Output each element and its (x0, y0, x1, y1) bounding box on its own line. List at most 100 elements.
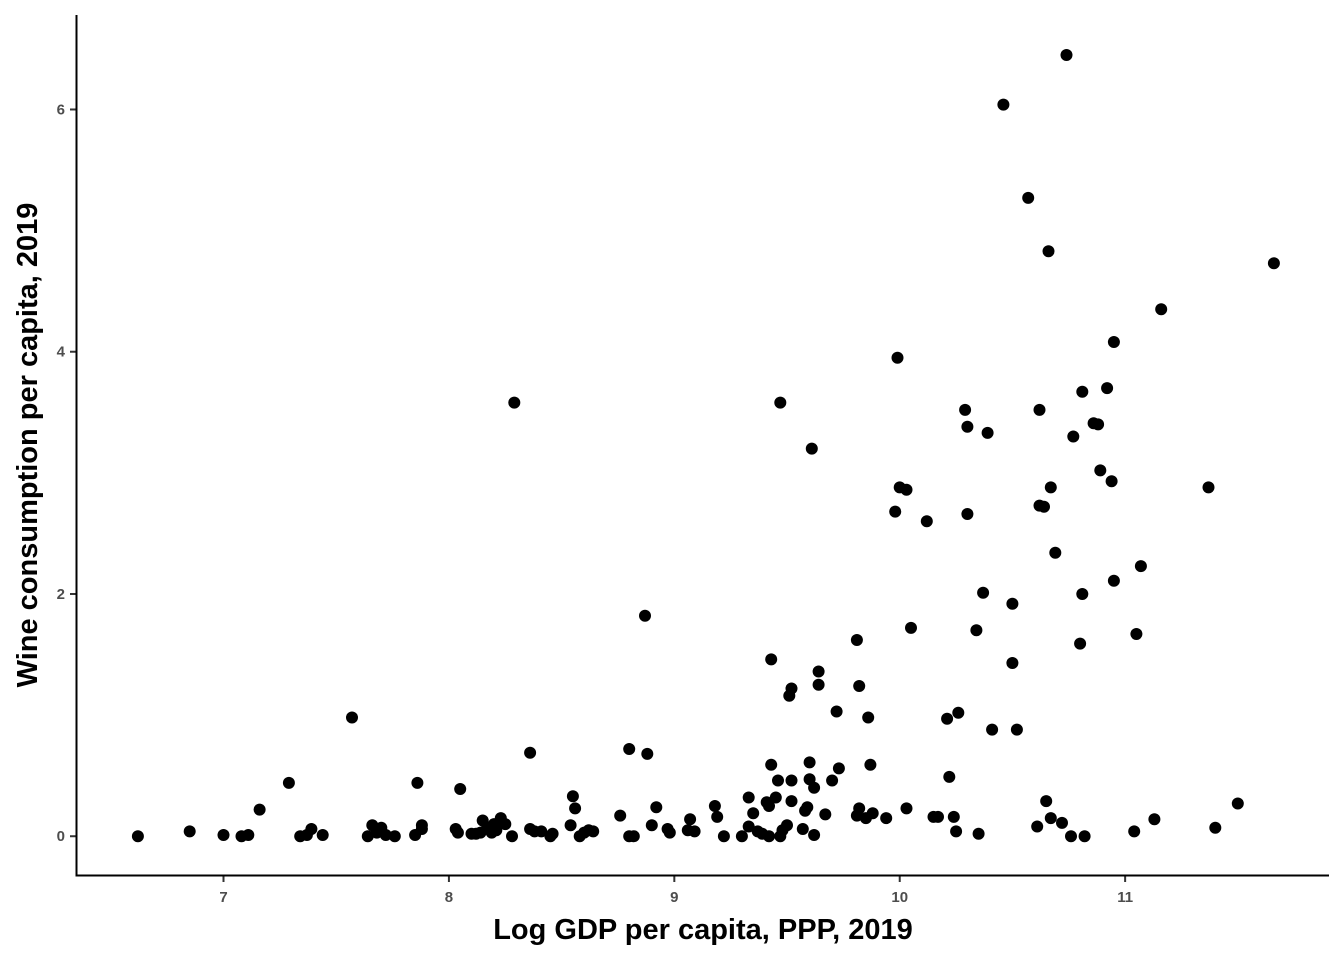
data-point (774, 396, 787, 409)
data-point (808, 781, 821, 794)
data-point (253, 803, 266, 816)
data-point (1065, 830, 1077, 843)
data-point (524, 746, 537, 759)
x-tick-label: 10 (891, 889, 908, 906)
data-point (941, 712, 954, 725)
data-point (1101, 382, 1114, 395)
data-point (639, 609, 651, 622)
data-point (866, 807, 879, 820)
data-point (947, 810, 960, 823)
data-point (819, 808, 832, 821)
data-point (1031, 820, 1044, 833)
data-point (1202, 481, 1215, 494)
data-point (451, 826, 464, 839)
data-point (361, 830, 374, 843)
data-point (943, 770, 956, 783)
data-point (379, 829, 392, 841)
data-point (1076, 385, 1089, 398)
y-axis-title: Wine consumption per capita, 2019 (12, 203, 44, 688)
data-point (1267, 257, 1280, 270)
data-point (812, 665, 825, 678)
data-point (961, 508, 974, 520)
data-point (1078, 830, 1091, 843)
data-point (1038, 500, 1050, 513)
y-tick-label: 0 (57, 828, 65, 845)
data-point (742, 820, 755, 833)
y-tick-label: 2 (57, 586, 65, 603)
data-point (997, 98, 1010, 111)
data-point (972, 827, 985, 840)
data-point (783, 689, 796, 702)
x-tick-label: 7 (219, 889, 227, 906)
data-point (650, 801, 663, 814)
x-axis-title: Log GDP per capita, PPP, 2019 (493, 914, 913, 946)
x-axis-ticks: 7 8 9 10 11 (219, 875, 1133, 906)
points-layer (131, 49, 1280, 843)
data-point (900, 802, 913, 815)
data-point (977, 586, 990, 599)
data-point (889, 505, 902, 518)
data-point (490, 824, 503, 837)
data-point (735, 830, 748, 843)
data-point (785, 795, 798, 808)
data-point (1040, 795, 1053, 808)
data-point (1231, 797, 1244, 810)
data-point (684, 813, 697, 826)
data-point (282, 776, 295, 789)
data-point (1074, 637, 1087, 650)
data-point (645, 819, 658, 832)
data-point (808, 829, 821, 841)
data-point (769, 791, 782, 804)
data-point (803, 756, 816, 769)
data-point (801, 801, 814, 814)
data-point (830, 705, 843, 718)
data-point (499, 818, 512, 831)
data-point (535, 825, 548, 838)
data-point (900, 483, 913, 496)
data-point (1056, 816, 1068, 829)
data-point (1148, 813, 1161, 826)
data-point (826, 774, 839, 787)
data-point (765, 758, 778, 771)
y-tick-label: 6 (57, 101, 65, 118)
data-point (1107, 336, 1120, 348)
data-point (183, 825, 196, 838)
data-point (1042, 245, 1055, 258)
data-point (952, 706, 965, 719)
data-point (1006, 597, 1019, 610)
data-point (781, 819, 793, 832)
data-point (217, 829, 230, 841)
data-point (850, 809, 863, 822)
data-point (747, 807, 760, 820)
data-point (986, 723, 999, 736)
data-point (346, 711, 358, 724)
x-tick-label: 9 (670, 889, 678, 906)
data-point (959, 403, 972, 416)
data-point (411, 776, 424, 789)
data-point (415, 819, 428, 832)
data-point (708, 800, 721, 812)
y-axis-ticks: 0 2 4 6 (57, 101, 77, 845)
data-point (1209, 821, 1222, 834)
data-point (627, 830, 640, 843)
data-point (932, 810, 944, 823)
data-point (1130, 628, 1143, 640)
data-point (864, 758, 877, 771)
data-point (508, 396, 521, 409)
data-point (742, 791, 755, 804)
data-point (587, 825, 600, 838)
x-tick-label: 11 (1117, 889, 1133, 906)
data-point (1134, 560, 1147, 573)
data-point (1010, 723, 1023, 736)
data-point (880, 812, 893, 825)
y-tick-label: 4 (57, 344, 66, 361)
data-point (853, 680, 866, 692)
data-point (1092, 418, 1105, 431)
data-point (763, 830, 775, 843)
data-point (454, 783, 467, 795)
data-point (832, 762, 845, 775)
data-point (688, 825, 701, 838)
data-point (772, 774, 784, 787)
data-point (1128, 825, 1141, 838)
